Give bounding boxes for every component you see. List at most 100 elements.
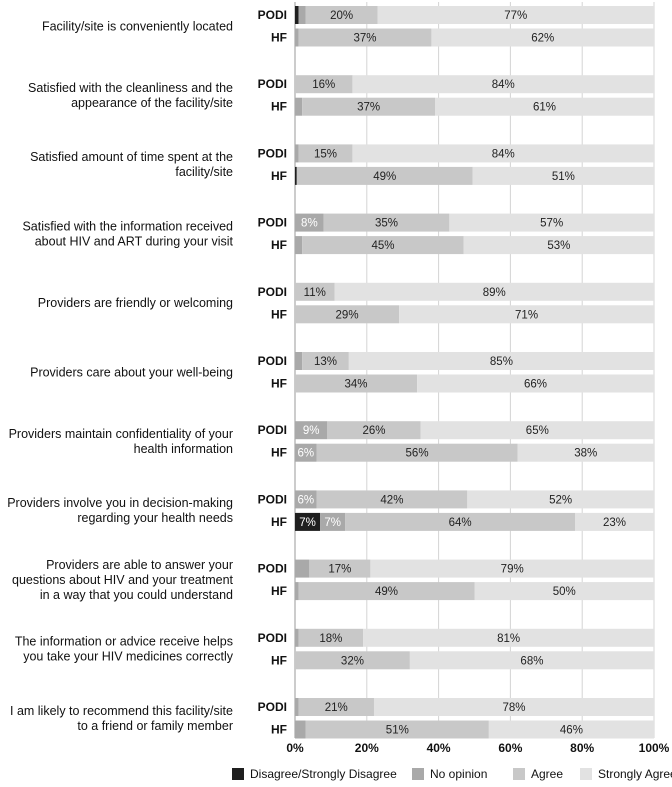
data-label: 66% <box>524 379 547 391</box>
data-label: 26% <box>362 425 385 437</box>
question-label: you take your HIV medicines correctly <box>23 650 234 664</box>
bar-segment <box>302 97 436 116</box>
question-label: Providers are friendly or welcoming <box>38 296 233 310</box>
data-label: 49% <box>375 586 398 598</box>
bar-segment <box>298 582 475 601</box>
data-label: 6% <box>297 448 314 460</box>
data-label: 89% <box>483 287 506 299</box>
bar-segment <box>298 6 306 24</box>
legend-swatch <box>580 768 592 780</box>
bar-segment <box>295 374 418 393</box>
data-label: 50% <box>553 586 576 598</box>
bar-segment <box>474 582 654 601</box>
data-label: 51% <box>386 725 409 737</box>
data-label: 65% <box>526 425 549 437</box>
data-label: 8% <box>301 218 318 230</box>
question-label: Satisfied with the information received <box>22 219 233 233</box>
legend-label: No opinion <box>430 767 487 781</box>
data-label: 16% <box>312 79 335 91</box>
group-label: PODI <box>258 492 287 506</box>
group-label: HF <box>271 169 287 183</box>
bar-segment <box>295 512 321 531</box>
bar-segment <box>295 443 317 462</box>
bar-segment <box>295 213 324 232</box>
data-label: 7% <box>299 517 316 529</box>
data-label: 21% <box>325 702 348 714</box>
data-label: 78% <box>502 702 525 714</box>
question-label: about HIV and ART during your visit <box>35 234 234 248</box>
group-label: PODI <box>258 423 287 437</box>
data-label: 53% <box>547 240 570 252</box>
bar-segment <box>409 651 654 670</box>
group-label: PODI <box>258 216 287 230</box>
bar-segment <box>316 490 468 509</box>
question-label: facility/site <box>175 165 233 179</box>
bar-segment <box>298 698 374 716</box>
legend-label: Strongly Agree <box>598 767 672 781</box>
bar-segment <box>295 698 299 716</box>
data-label: 51% <box>552 171 575 183</box>
question-label: Providers care about your well-being <box>30 365 233 379</box>
data-label: 71% <box>515 309 538 321</box>
group-label: HF <box>271 446 287 460</box>
data-label: 77% <box>504 10 527 22</box>
x-tick-label: 0% <box>286 741 304 755</box>
bar-segment <box>295 720 306 739</box>
group-label: HF <box>271 238 287 252</box>
bar-segment <box>305 6 378 24</box>
bar-segment <box>295 166 297 185</box>
x-tick-label: 100% <box>639 741 670 755</box>
bar-segment <box>295 421 328 440</box>
data-label: 46% <box>560 725 583 737</box>
data-label: 61% <box>533 102 556 114</box>
bar-segment <box>575 512 654 531</box>
bar-segment <box>295 559 310 578</box>
bar-segment <box>463 236 654 255</box>
legend-swatch <box>513 768 525 780</box>
question-label: to a friend or family member <box>77 719 233 733</box>
legend-label: Disagree/Strongly Disagree <box>250 767 397 781</box>
bar-segment <box>295 305 400 324</box>
bar-segment <box>295 352 303 370</box>
data-label: 79% <box>501 564 524 576</box>
question-label: appearance of the facility/site <box>71 96 233 110</box>
bar-segment <box>517 443 654 462</box>
data-label: 62% <box>531 33 554 45</box>
group-label: HF <box>271 584 287 598</box>
bar-segment <box>449 213 654 232</box>
bar-segment <box>327 421 421 440</box>
group-label: HF <box>271 31 287 45</box>
bar-segment <box>472 166 654 185</box>
question-label: I am likely to recommend this facility/s… <box>10 704 233 718</box>
data-label: 52% <box>549 494 572 506</box>
question-label: Providers maintain confidentiality of yo… <box>9 427 233 441</box>
bar-segment <box>348 352 654 370</box>
bar-segment <box>323 213 450 232</box>
data-label: 17% <box>328 564 351 576</box>
data-label: 6% <box>297 494 314 506</box>
data-label: 18% <box>319 633 342 645</box>
data-label: 32% <box>341 655 364 667</box>
bar-segment <box>370 559 654 578</box>
bar-segment <box>295 6 299 24</box>
legend-swatch <box>412 768 424 780</box>
data-label: 84% <box>492 148 515 160</box>
data-label: 56% <box>406 448 429 460</box>
bar-segment <box>298 28 432 47</box>
data-label: 85% <box>490 356 513 368</box>
bar-segment <box>302 352 349 370</box>
group-label: PODI <box>258 700 287 714</box>
data-label: 37% <box>353 33 376 45</box>
legend-label: Agree <box>531 767 563 781</box>
x-tick-label: 20% <box>355 741 379 755</box>
legend-swatch <box>232 768 244 780</box>
bar-segment <box>334 282 654 301</box>
question-label: questions about HIV and your treatment <box>12 573 233 587</box>
bar-segment <box>377 6 654 24</box>
question-label: health information <box>134 442 233 456</box>
data-label: 64% <box>449 517 472 529</box>
bar-segment <box>295 490 317 509</box>
x-tick-label: 40% <box>427 741 451 755</box>
question-label: The information or advice receive helps <box>15 635 233 649</box>
bar-segment <box>467 490 654 509</box>
